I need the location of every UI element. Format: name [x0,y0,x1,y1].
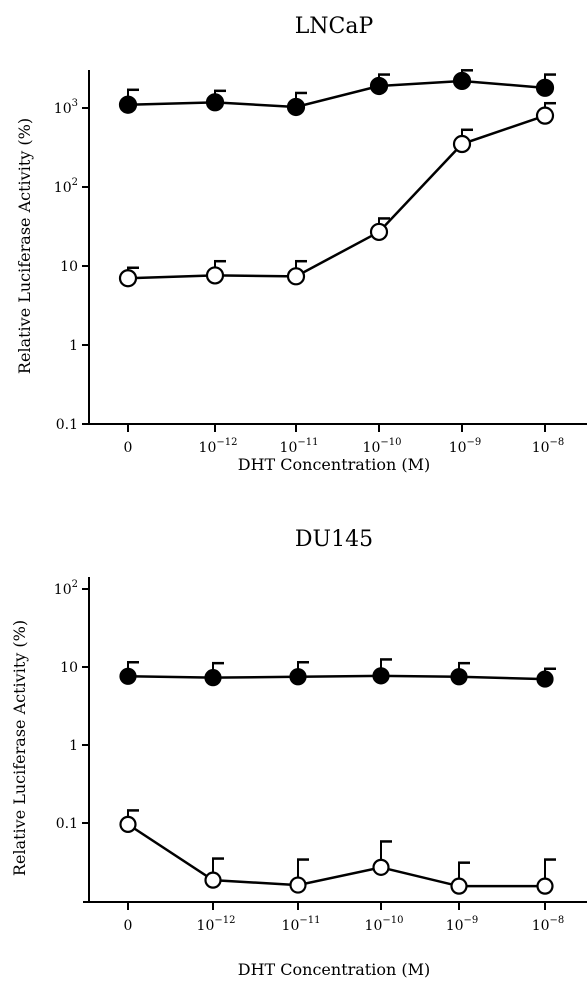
series-open-line [127,823,545,888]
y-tick-label: 102 [54,579,78,598]
y-tick-label: 103 [54,98,78,117]
series-open-point [286,267,306,286]
series-open-line [127,114,546,280]
x-tick-label: 10−10 [363,437,402,456]
y-tick-label: 10 [60,259,78,275]
y-tick-label: 1 [69,738,78,754]
series-filled-point [450,668,468,686]
series-filled-line [127,674,546,681]
y-tick-label: 0.1 [56,417,78,433]
y-tick-label: 102 [54,177,78,196]
series-open-point [289,876,307,894]
chart-title: LNCaP [295,14,374,39]
chart-panel-du145: DU145 DHT Concentration (M) Relative Luc… [10,527,587,979]
x-axis-label: DHT Concentration (M) [238,960,431,979]
x-tick-label: 0 [124,918,133,934]
y-axis-label: Relative Luciferase Activity (%) [10,620,29,876]
series-filled-line [127,79,546,109]
y-tick-label: 1 [69,338,78,354]
y-tick-label: 0.1 [56,816,78,832]
series-open-point [450,877,468,895]
x-tick-label: 10−8 [532,437,565,456]
series-filled-point [452,71,472,91]
series-open-point [372,858,390,876]
series-filled-point [535,78,555,97]
series-filled-point [286,97,306,117]
series-open-point [535,106,555,125]
x-axis-label: DHT Concentration (M) [238,455,431,474]
series-open-point [452,134,472,154]
series-open-point [119,815,137,833]
series-open-point [205,266,225,285]
series-open-point [536,877,554,895]
x-tick-label: 0 [124,440,133,456]
x-tick-label: 10−11 [282,915,321,934]
series-filled-point [372,667,390,685]
chart-title: DU145 [295,527,373,552]
series-filled-point [205,93,225,112]
x-tick-label: 10−9 [446,915,479,934]
series-filled-point [369,76,389,96]
x-tick-label: 10−12 [199,437,238,456]
series-open-point [204,871,222,889]
series-filled-point [204,669,222,687]
series-filled-point [536,670,554,688]
x-tick-label: 10−11 [280,437,319,456]
x-tick-label: 10−8 [532,915,565,934]
x-tick-label: 10−10 [365,915,404,934]
y-tick-label: 10 [60,660,78,676]
x-tick-label: 10−12 [197,915,236,934]
series-open-point [118,269,138,288]
chart-panel-lncap: LNCaP DHT Concentration (M) Relative Luc… [15,14,587,474]
x-tick-label: 10−9 [449,437,482,456]
y-axis-label: Relative Luciferase Activity (%) [15,118,34,374]
series-filled-point [118,95,138,114]
series-filled-point [119,667,137,685]
series-filled-point [289,668,307,686]
series-open-point [369,222,389,242]
